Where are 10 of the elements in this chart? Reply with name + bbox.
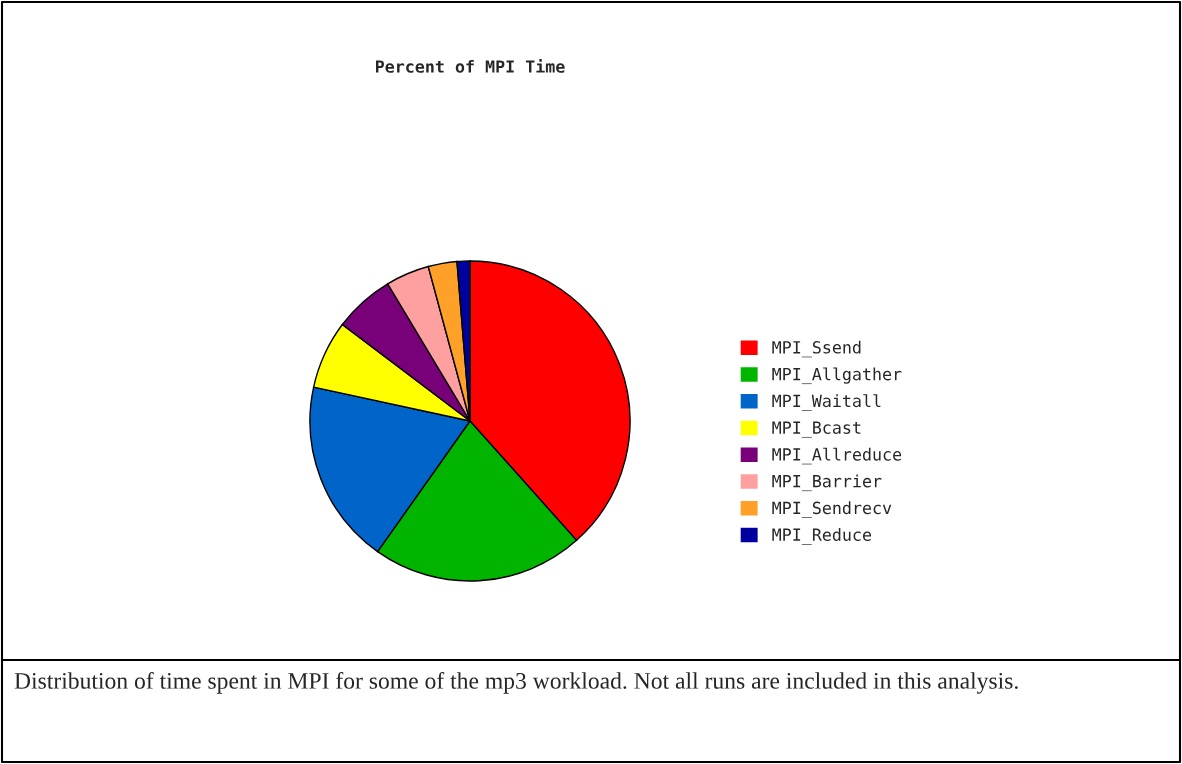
- legend-label: MPI_Reduce: [772, 528, 872, 545]
- legend-label: MPI_Waitall: [772, 394, 881, 411]
- chart-title: Percent of MPI Time: [376, 59, 565, 73]
- text: Distribution of time spent in MPI for some of the mp3 workload. Not all runs are included in this analysis.: [14, 672, 1018, 694]
- legend-label: MPI_Sendrecv: [772, 501, 892, 518]
- legend-label: MPI_Allgather: [772, 367, 902, 385]
- legend-label: MPI_Bcast: [772, 421, 861, 438]
- legend-label: MPI_Ssend: [772, 340, 861, 358]
- legend-label: MPI_Allreduce: [772, 447, 902, 465]
- legend-label: MPI_Barrier: [772, 474, 882, 492]
